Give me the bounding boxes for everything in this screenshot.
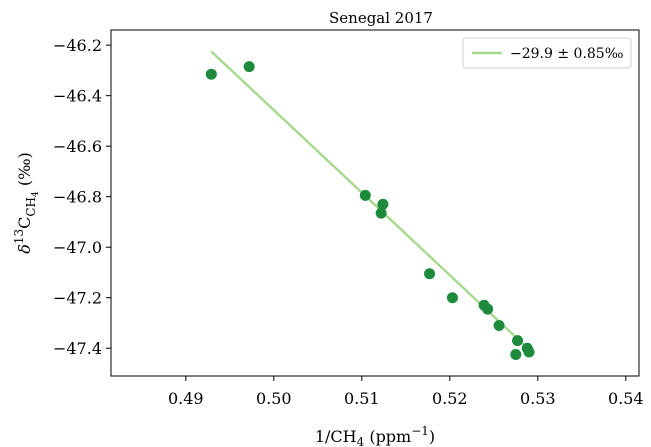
data-point — [482, 303, 494, 315]
y-tick-label: −46.8 — [53, 188, 102, 207]
data-points — [205, 61, 535, 361]
data-point — [424, 268, 436, 280]
data-point — [359, 189, 371, 201]
data-point — [243, 61, 255, 73]
y-tick-label: −46.4 — [53, 87, 102, 106]
y-tick-label: −46.6 — [53, 137, 102, 156]
y-tick-label: −46.2 — [53, 36, 102, 55]
legend-label: −29.9 ± 0.85‰ — [510, 46, 624, 62]
x-tick-label: 0.53 — [520, 389, 556, 408]
data-point — [446, 292, 458, 304]
x-tick-label: 0.54 — [608, 389, 644, 408]
x-tick-label: 0.50 — [256, 389, 292, 408]
y-tick-label: −47.4 — [53, 339, 102, 358]
plot-frame — [110, 29, 640, 377]
y-axis-ticks: −46.2 −46.4 −46.6 −46.8 −47.0 −47.2 −47.4 — [53, 36, 111, 358]
y-axis-title: δ13CCH4 (‰) — [12, 152, 41, 254]
y-tick-label: −47.0 — [53, 238, 102, 257]
data-point — [510, 349, 522, 361]
data-point — [377, 198, 389, 210]
x-tick-label: 0.52 — [432, 389, 468, 408]
legend-box — [462, 37, 632, 69]
data-point — [523, 346, 535, 358]
x-axis-title: 1/CH4 (ppm−1) — [315, 424, 435, 447]
x-tick-label: 0.49 — [168, 389, 204, 408]
data-point — [512, 335, 524, 347]
x-tick-label: 0.51 — [344, 389, 380, 408]
fit-line — [210, 50, 530, 351]
x-axis-ticks: 0.49 0.50 0.51 0.52 0.53 0.54 — [168, 376, 644, 408]
data-point — [375, 207, 387, 219]
chart-title: Senegal 2017 — [329, 9, 433, 27]
data-point — [493, 319, 505, 331]
data-point — [205, 68, 217, 80]
legend: −29.9 ± 0.85‰ — [462, 37, 632, 69]
y-tick-label: −47.2 — [53, 289, 102, 308]
